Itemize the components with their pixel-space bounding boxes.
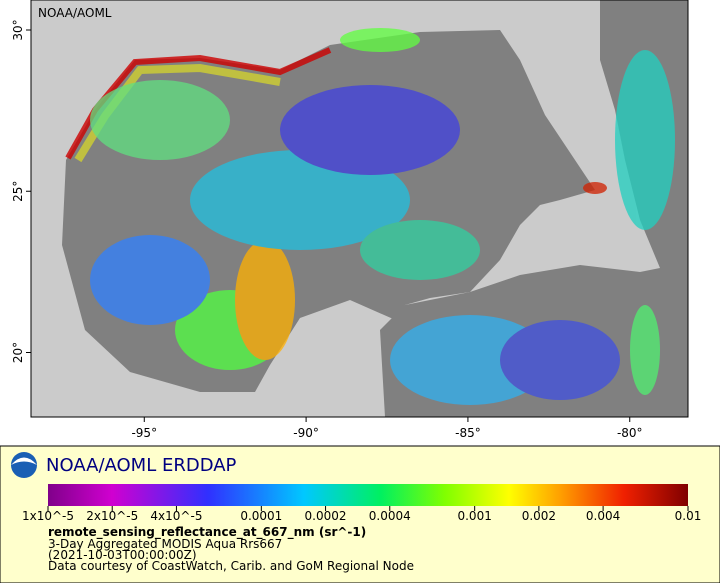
legend-title: NOAA/AOML ERDDAP	[46, 455, 237, 476]
colorbar-tick-label: 0.001	[457, 509, 491, 523]
lon-tick-label: -95°	[131, 426, 157, 440]
lon-tick-label: -80°	[617, 426, 643, 440]
water	[380, 0, 688, 417]
map: NOAA/AOML -95° -90° -85° -80° 20° 25° 30°	[11, 0, 689, 440]
legend-line: (2021-10-03T00:00:00Z)	[48, 548, 197, 562]
lat-tick-label: 30°	[11, 19, 25, 40]
colorbar-tick-label: 0.0004	[369, 509, 411, 523]
variable-name: remote_sensing_reflectance_at_667_nm (sr…	[48, 525, 366, 540]
legend	[0, 445, 720, 584]
colorbar-tick-label: 0.0001	[240, 509, 282, 523]
map-frame	[30, 0, 689, 418]
lon-tick-label: -90°	[293, 426, 319, 440]
legend-line: Data courtesy of CoastWatch, Carib. and …	[48, 559, 414, 573]
colorbar	[48, 484, 688, 506]
chlorophyll-patches	[90, 28, 675, 405]
lat-tick-label: 20°	[11, 342, 25, 363]
colorbar-tick-label: 0.01	[675, 509, 702, 523]
noaa-logo	[11, 452, 37, 478]
lon-tick-label: -85°	[455, 426, 481, 440]
axes: -95° -90° -85° -80° 20° 25° 30°	[11, 0, 689, 440]
colorbar-tick-label: 0.0002	[305, 509, 347, 523]
legend-line: 3-Day Aggregated MODIS Aqua Rrs667	[48, 537, 282, 551]
colorbar-tick-label: 2x10^-5	[86, 509, 138, 523]
colorbar-tick-label: 0.004	[586, 509, 620, 523]
colorbar-ticks: 1x10^-5 2x10^-5 4x10^-5 0.0001 0.0002 0.0004 0…	[22, 506, 701, 523]
map-label: NOAA/AOML	[38, 6, 112, 20]
colorbar-tick-label: 1x10^-5	[22, 509, 74, 523]
lat-tick-label: 25°	[11, 181, 25, 202]
colorbar-tick-label: 4x10^-5	[150, 509, 202, 523]
colorbar-tick-label: 0.002	[522, 509, 556, 523]
